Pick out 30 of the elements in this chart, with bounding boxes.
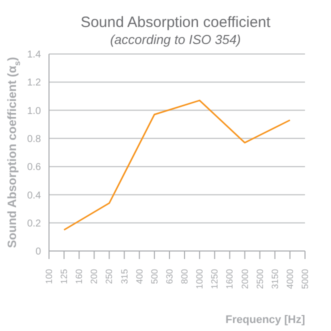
x-tick-label: 200 xyxy=(89,269,100,284)
y-tick-label: 0.4 xyxy=(27,190,42,202)
x-tick-label: 2500 xyxy=(254,269,265,290)
chart-title: Sound Absorption coefficient xyxy=(80,14,272,31)
y-tick-label: 0.8 xyxy=(27,134,42,145)
x-tick-label: 5000 xyxy=(300,269,310,290)
x-tick-label: 400 xyxy=(134,269,144,284)
y-tick-label: 1.0 xyxy=(27,106,42,117)
x-tick-label: 4000 xyxy=(284,269,295,290)
x-tick-label: 100 xyxy=(44,269,54,284)
x-tick-label: 250 xyxy=(104,269,114,284)
line-series xyxy=(63,100,291,231)
x-tick-label: 800 xyxy=(180,269,190,284)
x-tick-label: 160 xyxy=(74,269,84,284)
x-tick-label: 315 xyxy=(119,269,130,284)
chart-subtitle: (according to ISO 354) xyxy=(109,32,242,47)
x-tick-label: 2000 xyxy=(240,269,250,290)
x-axis-title: Frequency [Hz] xyxy=(226,314,306,326)
x-tick-label: 630 xyxy=(164,269,174,284)
y-tick-label: 1.2 xyxy=(27,78,42,89)
x-tick-label: 1250 xyxy=(210,269,220,290)
x-tick-label: 1600 xyxy=(224,269,235,290)
y-tick-label: 0.2 xyxy=(27,218,42,230)
y-tick-label: 1.4 xyxy=(27,50,42,61)
y-tick-label: 0 xyxy=(35,246,42,258)
x-tick-label: 3150 xyxy=(270,269,280,290)
y-tick-label: 0.6 xyxy=(27,162,42,174)
x-tick-label: 125 xyxy=(59,269,70,284)
x-tick-label: 1000 xyxy=(194,269,205,290)
x-tick-label: 500 xyxy=(149,269,160,284)
